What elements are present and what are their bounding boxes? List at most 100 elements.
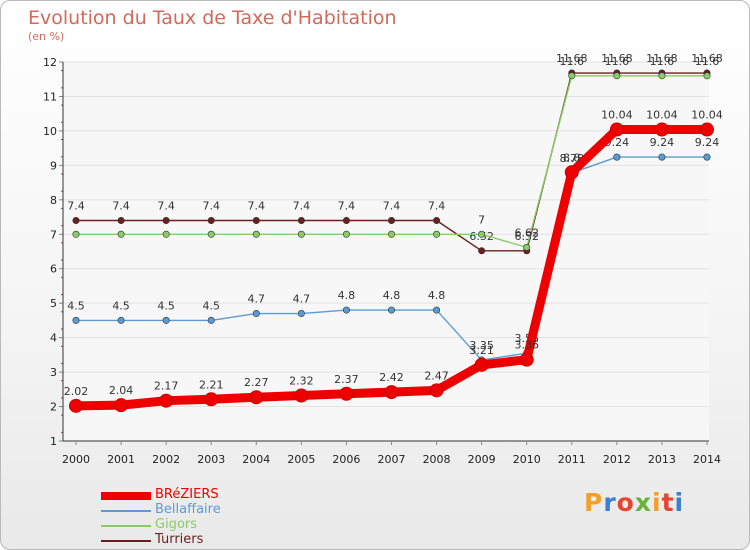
data-point	[69, 398, 83, 413]
x-tick-label: 2005	[287, 453, 315, 466]
data-label: 2.17	[154, 380, 179, 393]
data-label: 3.36	[514, 339, 539, 352]
data-point	[252, 216, 260, 224]
y-tick-label: 3	[50, 366, 57, 379]
data-point	[387, 306, 395, 314]
x-tick-label: 2014	[693, 453, 721, 466]
data-point	[207, 316, 215, 324]
data-label: 4.5	[202, 299, 220, 312]
x-tick-label: 2004	[242, 453, 270, 466]
data-point	[117, 216, 125, 224]
x-tick-label: 2006	[332, 453, 360, 466]
x-tick-label: 2009	[468, 453, 496, 466]
y-tick-label: 1	[50, 435, 57, 448]
data-point	[387, 216, 395, 224]
data-label: 7	[478, 213, 485, 226]
data-label: 4.8	[428, 289, 446, 302]
data-label: 11.68	[691, 52, 723, 65]
y-tick-label: 9	[50, 159, 57, 172]
x-tick-label: 2003	[197, 453, 225, 466]
chart-subtitle: (en %)	[28, 30, 65, 43]
data-label: 4.8	[338, 289, 356, 302]
data-point	[207, 230, 215, 238]
data-point	[162, 216, 170, 224]
data-label: 7.4	[248, 199, 266, 212]
data-point	[252, 230, 260, 238]
data-label: 3.21	[469, 344, 494, 357]
data-point	[342, 306, 350, 314]
data-point	[658, 153, 666, 161]
data-point	[700, 122, 714, 137]
data-label: 7.4	[157, 199, 175, 212]
data-label: 7.4	[338, 199, 356, 212]
data-label: 7.4	[112, 199, 130, 212]
data-point	[703, 72, 711, 80]
data-point	[297, 230, 305, 238]
y-tick-label: 11	[43, 90, 57, 103]
data-point	[159, 393, 174, 408]
data-point	[654, 122, 669, 137]
data-point	[162, 230, 170, 238]
data-label: 8.8	[563, 151, 581, 164]
data-label: 2.21	[199, 378, 224, 391]
y-tick-label: 10	[43, 125, 57, 138]
data-label: 4.5	[67, 299, 85, 312]
data-point	[478, 247, 486, 255]
data-point	[72, 230, 80, 238]
data-point	[294, 388, 309, 403]
data-label: 3.35	[469, 339, 494, 352]
data-point	[297, 310, 305, 318]
data-label: 9.24	[650, 136, 675, 149]
data-label: 6.52	[514, 230, 539, 243]
data-label: 7.4	[428, 199, 446, 212]
y-tick-label: 2	[50, 401, 57, 414]
data-label: 9.24	[695, 136, 720, 149]
proxiti-logo: Proxiti	[584, 488, 685, 517]
data-point	[252, 310, 260, 318]
data-point	[429, 383, 444, 398]
data-label: 4.8	[383, 289, 401, 302]
x-tick-label: 2007	[378, 453, 406, 466]
x-tick-label: 2002	[152, 453, 180, 466]
data-label: 2.32	[289, 375, 314, 388]
data-label: 4.7	[248, 293, 266, 306]
plot-area	[63, 62, 709, 441]
x-tick-label: 2001	[107, 453, 135, 466]
data-label: 2.37	[334, 373, 359, 386]
y-tick-label: 4	[50, 332, 57, 345]
y-tick-label: 12	[43, 56, 57, 69]
data-point	[117, 316, 125, 324]
data-point	[474, 357, 489, 372]
x-tick-label: 2010	[513, 453, 541, 466]
x-tick-label: 2008	[423, 453, 451, 466]
data-label: 10.04	[601, 109, 633, 122]
data-point	[342, 230, 350, 238]
x-tick-label: 2012	[603, 453, 631, 466]
data-point	[72, 316, 80, 324]
data-label: 7.4	[383, 199, 401, 212]
data-label: 7.4	[67, 199, 85, 212]
data-point	[433, 216, 441, 224]
y-tick-label: 6	[50, 263, 57, 276]
data-point	[339, 386, 354, 401]
y-tick-label: 7	[50, 228, 57, 241]
data-point	[613, 72, 621, 80]
y-tick-label: 8	[50, 194, 57, 207]
data-label: 11.68	[556, 52, 588, 65]
data-label: 11.68	[646, 52, 678, 65]
data-point	[114, 398, 129, 413]
data-label: 2.42	[379, 371, 404, 384]
data-label: 2.04	[109, 384, 134, 397]
legend-swatch	[101, 492, 151, 500]
data-point	[703, 153, 711, 161]
data-label: 7.4	[202, 199, 220, 212]
legend-label: BRéZIERS	[155, 487, 219, 502]
data-label: 2.27	[244, 376, 269, 389]
data-point	[162, 316, 170, 324]
x-tick-label: 2013	[648, 453, 676, 466]
data-label: 7.4	[293, 199, 311, 212]
data-label: 2.02	[64, 385, 89, 398]
data-label: 4.5	[157, 299, 175, 312]
chart-title: Evolution du Taux de Taxe d'Habitation	[28, 7, 397, 29]
